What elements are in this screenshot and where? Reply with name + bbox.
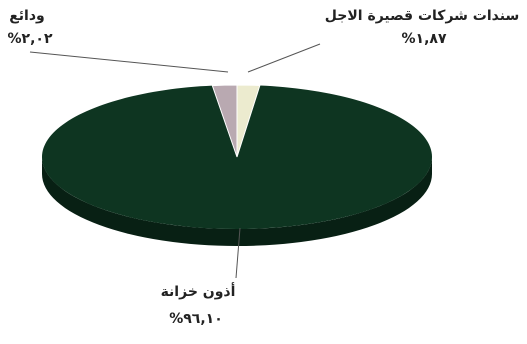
- pie-top-layer: [42, 84, 433, 230]
- value-deposits: %٢,٠٢: [8, 31, 53, 47]
- value-treasury-bills: %٩٦,١٠: [169, 311, 223, 327]
- label-short-term-bonds: سندات شركات قصيرة الاجل: [325, 8, 519, 24]
- leader-short-term-bonds: [247, 43, 321, 73]
- leader-deposits: [29, 51, 229, 73]
- slice-0: [42, 85, 433, 230]
- label-treasury-bills: أذون خزانة: [161, 282, 236, 300]
- label-deposits: ودائع: [9, 8, 45, 24]
- pie-side-layer: [42, 157, 432, 246]
- value-short-term-bonds: %١,٨٧: [402, 31, 447, 47]
- leader-lines: [29, 43, 321, 279]
- slice-2: [236, 84, 261, 158]
- leader-treasury-bills: [235, 227, 241, 279]
- slice-side-0: [42, 157, 432, 246]
